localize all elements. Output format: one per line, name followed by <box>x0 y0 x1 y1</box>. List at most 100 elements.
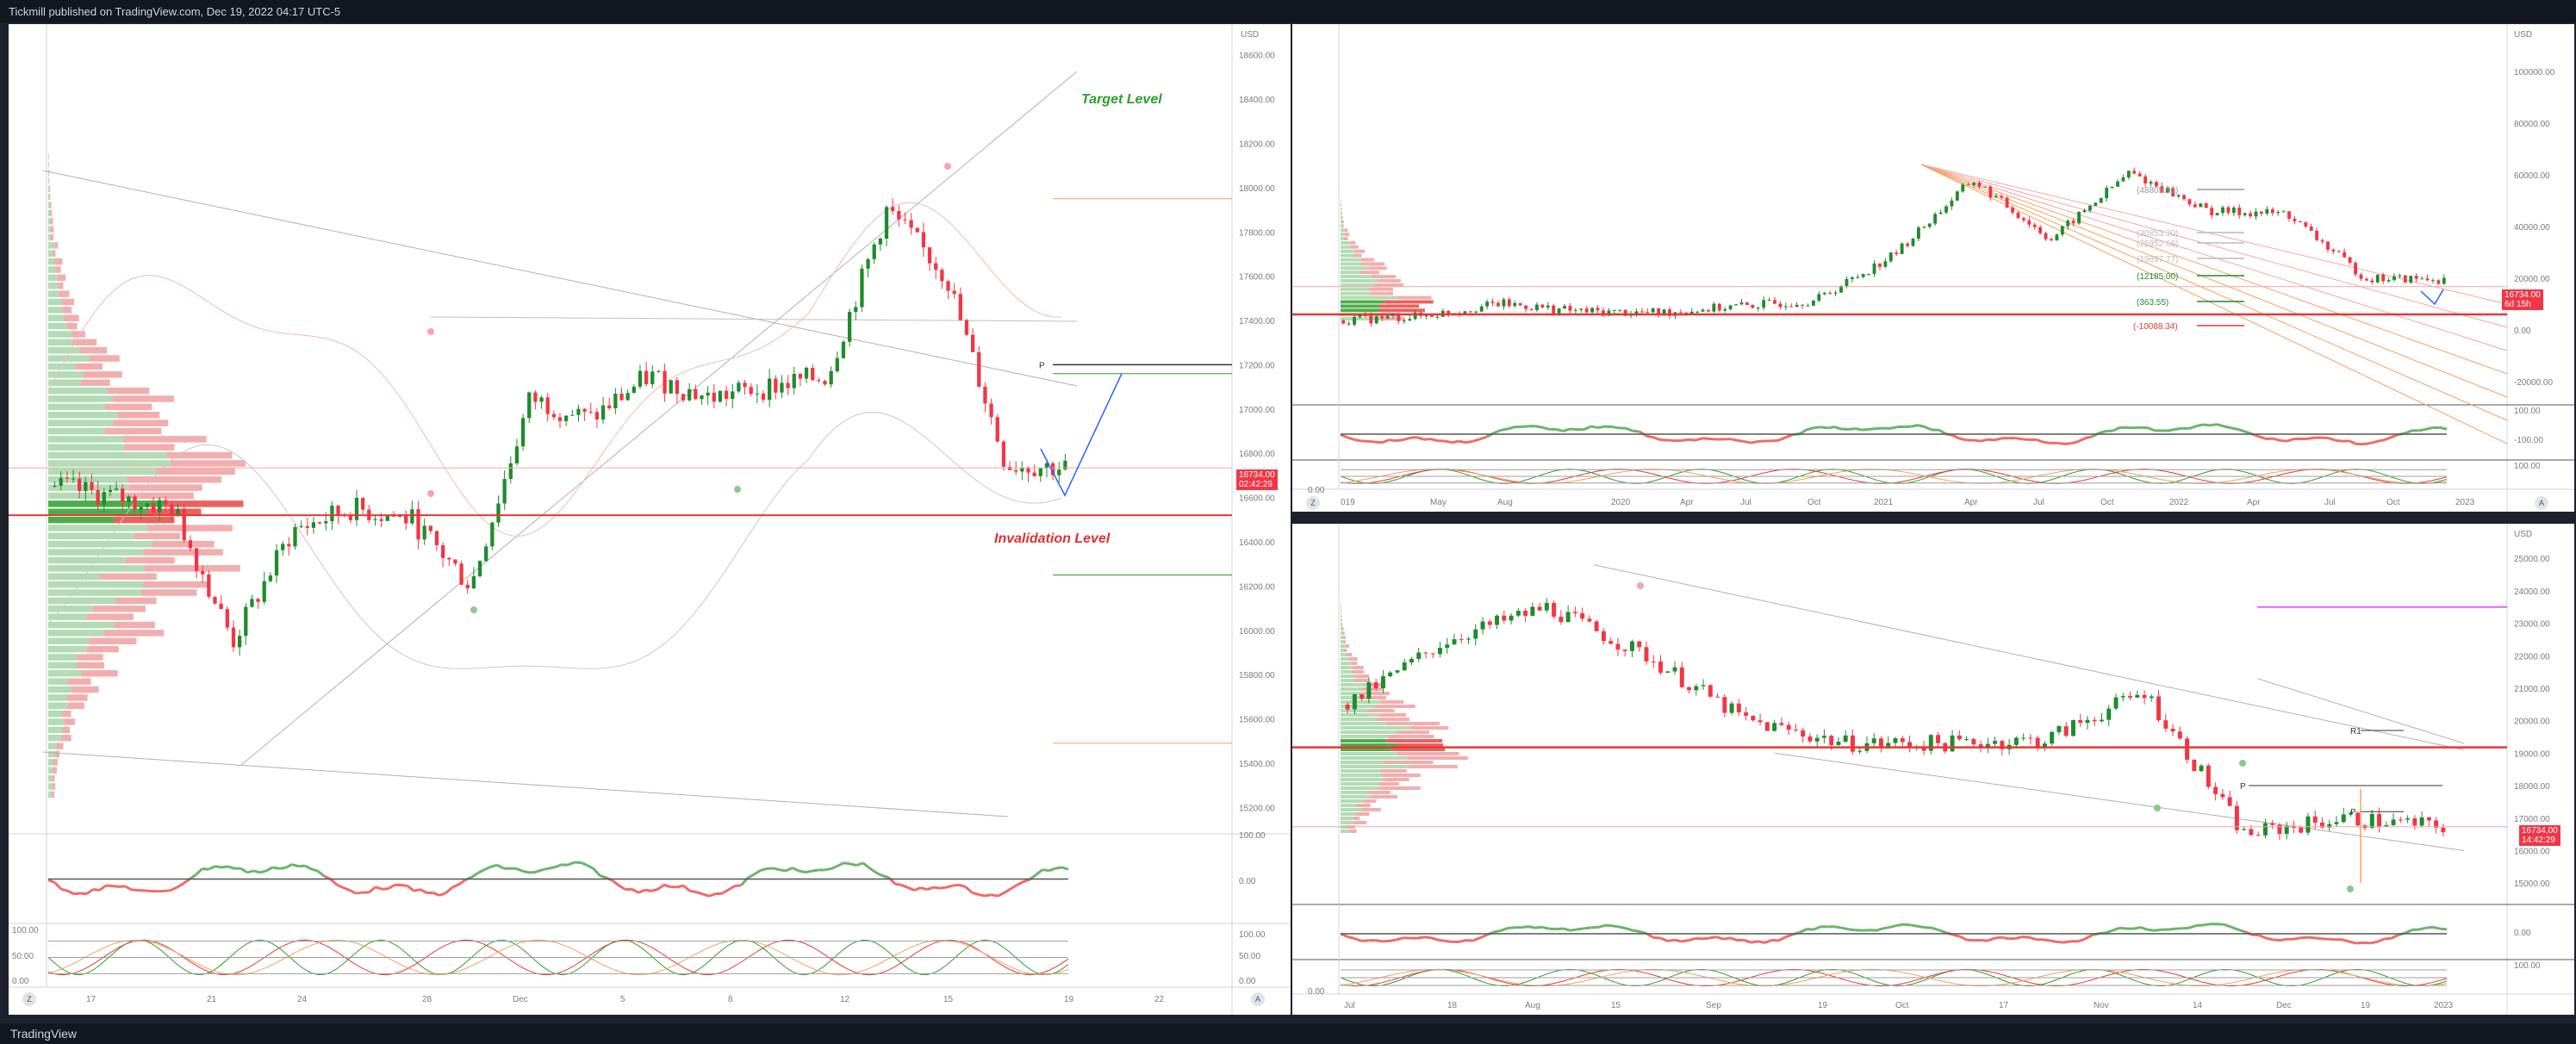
left-candle <box>638 370 643 387</box>
chart-panel-right-bottom[interactable]: USD 25000.00 24000.00 23000.00 22000.00 21000… <box>1292 524 2574 1015</box>
left-volume-down <box>125 492 194 500</box>
left-pivot-marker <box>470 606 477 613</box>
right-top-candle <box>2099 198 2103 203</box>
left-osc-left-tick: 100.00 <box>12 926 39 935</box>
left-rsi-segment <box>958 883 967 889</box>
left-candle <box>989 403 993 418</box>
right-bottom-rsi-segment <box>1493 929 1502 934</box>
left-candle <box>1020 467 1024 472</box>
right-bottom-candle <box>1416 652 1422 659</box>
left-volume-up <box>48 460 171 467</box>
left-chart-canvas[interactable]: USD 18600.00 18400.00 18200.00 18000.00 17800… <box>9 24 1291 1015</box>
right-top-auto-scale-button[interactable]: A <box>2535 496 2548 510</box>
right-top-rsi-segment <box>2056 441 2065 445</box>
left-candle <box>903 219 907 221</box>
right-bottom-rsi-segment <box>1674 938 1683 943</box>
right-top-volume-down <box>1368 287 1393 291</box>
right-top-candle <box>1640 311 1644 313</box>
left-volume-up <box>48 670 82 677</box>
right-top-volume-up <box>1341 283 1374 287</box>
left-rsi-segment <box>98 884 107 892</box>
right-top-candle <box>1474 311 1478 313</box>
chart-panel-left[interactable]: USD 18600.00 18400.00 18200.00 18000.00 17800… <box>9 24 1291 1015</box>
left-zoom-button[interactable]: Z <box>22 992 36 1006</box>
left-auto-scale-button[interactable]: A <box>1251 992 1265 1006</box>
left-candle <box>59 477 63 486</box>
left-candle <box>724 390 729 400</box>
chart-panel-right-top[interactable]: USD 100000.00 80000.00 60000.00 40000.00 2000… <box>1292 24 2574 512</box>
left-volume-up <box>48 516 115 524</box>
left-x-tick: 19 <box>1064 995 1074 1004</box>
right-bottom-rsi-segment <box>1938 929 1947 935</box>
right-bottom-rsi-segment <box>1534 925 1543 929</box>
right-bottom-osc-tick: 0.00 <box>1308 987 1325 997</box>
left-volume-down <box>142 581 209 588</box>
right-bottom-rsi-segment <box>2050 939 2058 944</box>
right-bottom-candle <box>1957 735 1962 740</box>
left-rsi-segment <box>984 893 992 898</box>
tradingview-logo[interactable]: TradingView <box>10 1027 78 1041</box>
right-bottom-candle <box>1900 738 1905 743</box>
left-candle <box>410 509 414 524</box>
left-volume-down <box>79 347 108 354</box>
right-top-rsi-segment <box>1368 439 1376 444</box>
right-top-rsi-segment <box>1340 433 1348 439</box>
right-top-candle <box>2121 177 2125 182</box>
right-top-volume-down <box>1381 317 1405 321</box>
right-bottom-candle <box>1672 667 1677 672</box>
right-top-rsi-segment <box>1423 438 1432 441</box>
right-top-candle <box>1988 186 1993 198</box>
right-top-volume-up <box>1341 237 1345 240</box>
right-bottom-volume-down <box>1397 752 1459 755</box>
left-rsi-segment <box>567 861 576 867</box>
right-bottom-candle <box>1921 747 1926 751</box>
left-rsi-segment <box>656 883 665 891</box>
right-top-x-tick: Jul <box>2324 498 2336 507</box>
right-top-candle <box>1900 243 1904 254</box>
right-top-candle <box>1916 227 1920 239</box>
right-top-candle <box>2414 276 2418 279</box>
right-bottom-y-tick: 20000.00 <box>2514 718 2550 727</box>
right-top-candle <box>1811 300 1815 306</box>
left-candle <box>514 446 520 463</box>
right-top-volume-up <box>1341 287 1369 291</box>
right-bottom-candle <box>2334 822 2339 824</box>
left-rsi-segment <box>272 866 280 870</box>
right-bottom-candle <box>1438 648 1442 655</box>
right-bottom-candle <box>2050 731 2055 744</box>
left-rsi-segment <box>650 888 658 892</box>
right-bottom-rsi-segment <box>1430 936 1439 941</box>
right-top-chart-canvas[interactable]: USD 100000.00 80000.00 60000.00 40000.00 2000… <box>1292 24 2574 512</box>
left-candle <box>502 479 507 504</box>
left-candle <box>533 392 538 402</box>
right-bottom-rsi-segment <box>1980 938 1988 942</box>
right-bottom-candle <box>1452 639 1457 645</box>
left-volume-down <box>50 209 53 217</box>
right-bottom-rsi-segment <box>1389 938 1397 942</box>
left-candle <box>108 489 113 493</box>
right-bottom-candle <box>1744 712 1749 716</box>
right-top-candle <box>1850 277 1854 279</box>
right-bottom-candle <box>1509 615 1514 621</box>
left-volume-up <box>48 347 80 354</box>
left-candle <box>324 521 328 524</box>
left-volume-up <box>48 541 152 548</box>
right-bottom-rsi-segment <box>2105 929 2113 935</box>
right-top-zoom-button[interactable]: Z <box>1306 496 1320 510</box>
right-top-candle <box>1402 320 1406 322</box>
right-top-rsi-segment <box>1611 425 1620 430</box>
right-top-rsi-segment <box>1389 438 1397 443</box>
right-bottom-volume-down <box>1341 614 1342 618</box>
left-volume-up <box>48 290 59 297</box>
right-top-candle <box>1579 308 1584 310</box>
left-volume-up <box>48 387 107 395</box>
left-rsi-segment <box>432 892 440 897</box>
right-bottom-candle <box>2284 825 2289 835</box>
right-bottom-chart-canvas[interactable]: USD 25000.00 24000.00 23000.00 22000.00 21000… <box>1292 524 2574 1015</box>
left-volume-up <box>48 767 53 774</box>
right-top-candle <box>1463 311 1467 314</box>
right-top-rsi-segment <box>2404 429 2413 435</box>
left-candle <box>694 388 698 400</box>
left-volume-down <box>52 791 55 799</box>
left-volume-up <box>48 743 57 749</box>
